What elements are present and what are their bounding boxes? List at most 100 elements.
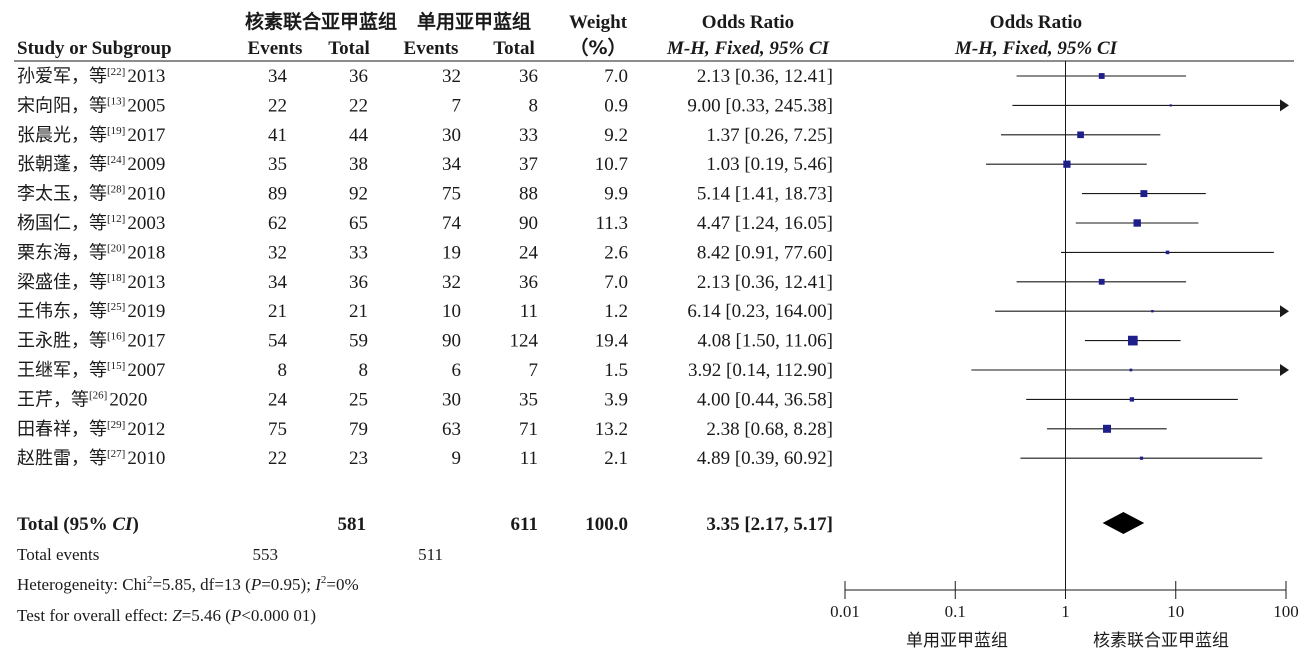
total1-cell: 36 <box>349 272 368 293</box>
x-label-right: 核素联合亚甲蓝组 <box>1093 631 1229 651</box>
events1-cell: 75 <box>268 419 287 440</box>
total1-cell: 92 <box>349 184 368 205</box>
weight-cell: 0.9 <box>604 95 628 116</box>
events1-cell: 35 <box>268 154 287 175</box>
ci-cell: 3.92 [0.14, 112.90] <box>688 360 833 381</box>
plot-method-header: M-H, Fixed, 95% CI <box>954 38 1118 59</box>
total1-cell: 36 <box>349 66 368 87</box>
study-or-marker <box>1063 160 1071 168</box>
study-or-marker <box>1139 456 1144 460</box>
weight-unit-header: （%） <box>569 36 626 59</box>
events1-cell: 62 <box>268 213 287 234</box>
total1-cell: 59 <box>349 331 368 352</box>
study-or-marker <box>1165 250 1170 255</box>
study-label: 孙爱军，等[22] 2013 <box>17 66 165 87</box>
total-events-e2: 511 <box>418 545 443 564</box>
events2-cell: 32 <box>442 66 461 87</box>
heterogeneity-text: Heterogeneity: Chi2=5.85, df=13 (P=0.95)… <box>17 574 359 594</box>
events2-cell: 30 <box>442 389 461 410</box>
ci-cell: 6.14 [0.23, 164.00] <box>687 301 833 322</box>
events1-cell: 34 <box>268 66 288 87</box>
events2-cell: 6 <box>452 360 462 381</box>
x-tick-label: 10 <box>1167 602 1184 621</box>
total-events-label: Total events <box>17 545 99 564</box>
total1-cell: 79 <box>349 419 368 440</box>
study-or-marker <box>1103 424 1112 433</box>
total2-cell: 71 <box>519 419 538 440</box>
events2-cell: 7 <box>452 95 462 116</box>
study-or-marker <box>1129 397 1135 402</box>
events1-col-header: Events <box>248 38 303 59</box>
ci-cell: 2.13 [0.36, 12.41] <box>697 66 833 87</box>
study-label: 王伟东，等[25] 2019 <box>17 301 165 322</box>
events1-cell: 89 <box>268 184 287 205</box>
group1-header: 核素联合亚甲蓝组 <box>245 10 397 33</box>
weight-cell: 10.7 <box>595 154 628 175</box>
total1-cell: 44 <box>349 125 369 146</box>
study-label: 王永胜，等[16] 2017 <box>17 331 165 352</box>
ci-cell: 5.14 [1.41, 18.73] <box>697 184 833 205</box>
study-label: 王继军，等[15] 2007 <box>17 360 165 381</box>
study-label: 张晨光，等[19] 2017 <box>17 125 165 146</box>
events1-cell: 34 <box>268 272 288 293</box>
ci-cell: 2.38 [0.68, 8.28] <box>706 419 833 440</box>
weight-cell: 9.9 <box>604 184 628 205</box>
total2-cell: 36 <box>519 272 538 293</box>
group2-header: 单用亚甲蓝组 <box>417 10 531 33</box>
events2-cell: 30 <box>442 125 461 146</box>
plot-header: Odds Ratio <box>990 12 1082 33</box>
events1-cell: 22 <box>268 448 287 469</box>
total-t2: 611 <box>511 514 538 535</box>
ci-cell: 2.13 [0.36, 12.41] <box>697 272 833 293</box>
events2-cell: 74 <box>442 213 462 234</box>
events2-cell: 63 <box>442 419 461 440</box>
ci-cell: 9.00 [0.33, 245.38] <box>687 95 833 116</box>
total2-cell: 90 <box>519 213 538 234</box>
total1-cell: 33 <box>349 242 368 263</box>
ci-cell: 4.89 [0.39, 60.92] <box>697 448 833 469</box>
total2-cell: 8 <box>529 95 539 116</box>
study-label: 王芹，等[26] 2020 <box>17 389 147 410</box>
total2-cell: 33 <box>519 125 538 146</box>
total2-cell: 35 <box>519 389 538 410</box>
events2-cell: 9 <box>452 448 462 469</box>
study-or-marker <box>1133 219 1141 227</box>
ci-cell: 1.37 [0.26, 7.25] <box>706 125 833 146</box>
events2-cell: 10 <box>442 301 461 322</box>
ci-cell: 8.42 [0.91, 77.60] <box>697 242 833 263</box>
total-events-e1: 553 <box>253 545 279 564</box>
study-or-marker <box>1169 104 1172 107</box>
study-or-marker <box>1098 278 1105 285</box>
weight-cell: 1.2 <box>604 301 628 322</box>
study-label: 梁盛佳，等[18] 2013 <box>17 272 165 293</box>
x-tick-label: 0.01 <box>830 602 860 621</box>
ci-arrow <box>1280 305 1289 318</box>
total-ci-text: 3.35 [2.17, 5.17] <box>706 514 833 535</box>
study-label: 田春祥，等[29] 2012 <box>17 419 165 440</box>
weight-cell: 3.9 <box>604 389 628 410</box>
total1-cell: 65 <box>349 213 368 234</box>
x-tick-label: 1 <box>1061 602 1070 621</box>
total-t1: 581 <box>338 514 367 535</box>
total2-cell: 11 <box>520 301 538 322</box>
total2-cell: 36 <box>519 66 538 87</box>
weight-cell: 13.2 <box>595 419 628 440</box>
total2-cell: 11 <box>520 448 538 469</box>
weight-cell: 11.3 <box>595 213 628 234</box>
study-col-header: Study or Subgroup <box>17 38 172 59</box>
events2-cell: 75 <box>442 184 461 205</box>
events2-col-header: Events <box>404 38 459 59</box>
total1-cell: 21 <box>349 301 368 322</box>
events1-cell: 32 <box>268 242 287 263</box>
ci-cell: 1.03 [0.19, 5.46] <box>706 154 833 175</box>
weight-cell: 2.1 <box>604 448 628 469</box>
total1-cell: 23 <box>349 448 368 469</box>
pooled-diamond <box>1102 512 1145 534</box>
study-or-marker <box>1127 335 1138 346</box>
total1-cell: 25 <box>349 389 368 410</box>
ci-arrow <box>1280 364 1289 376</box>
events1-cell: 22 <box>268 95 287 116</box>
x-label-left: 单用亚甲蓝组 <box>906 631 1008 651</box>
events2-cell: 90 <box>442 331 461 352</box>
